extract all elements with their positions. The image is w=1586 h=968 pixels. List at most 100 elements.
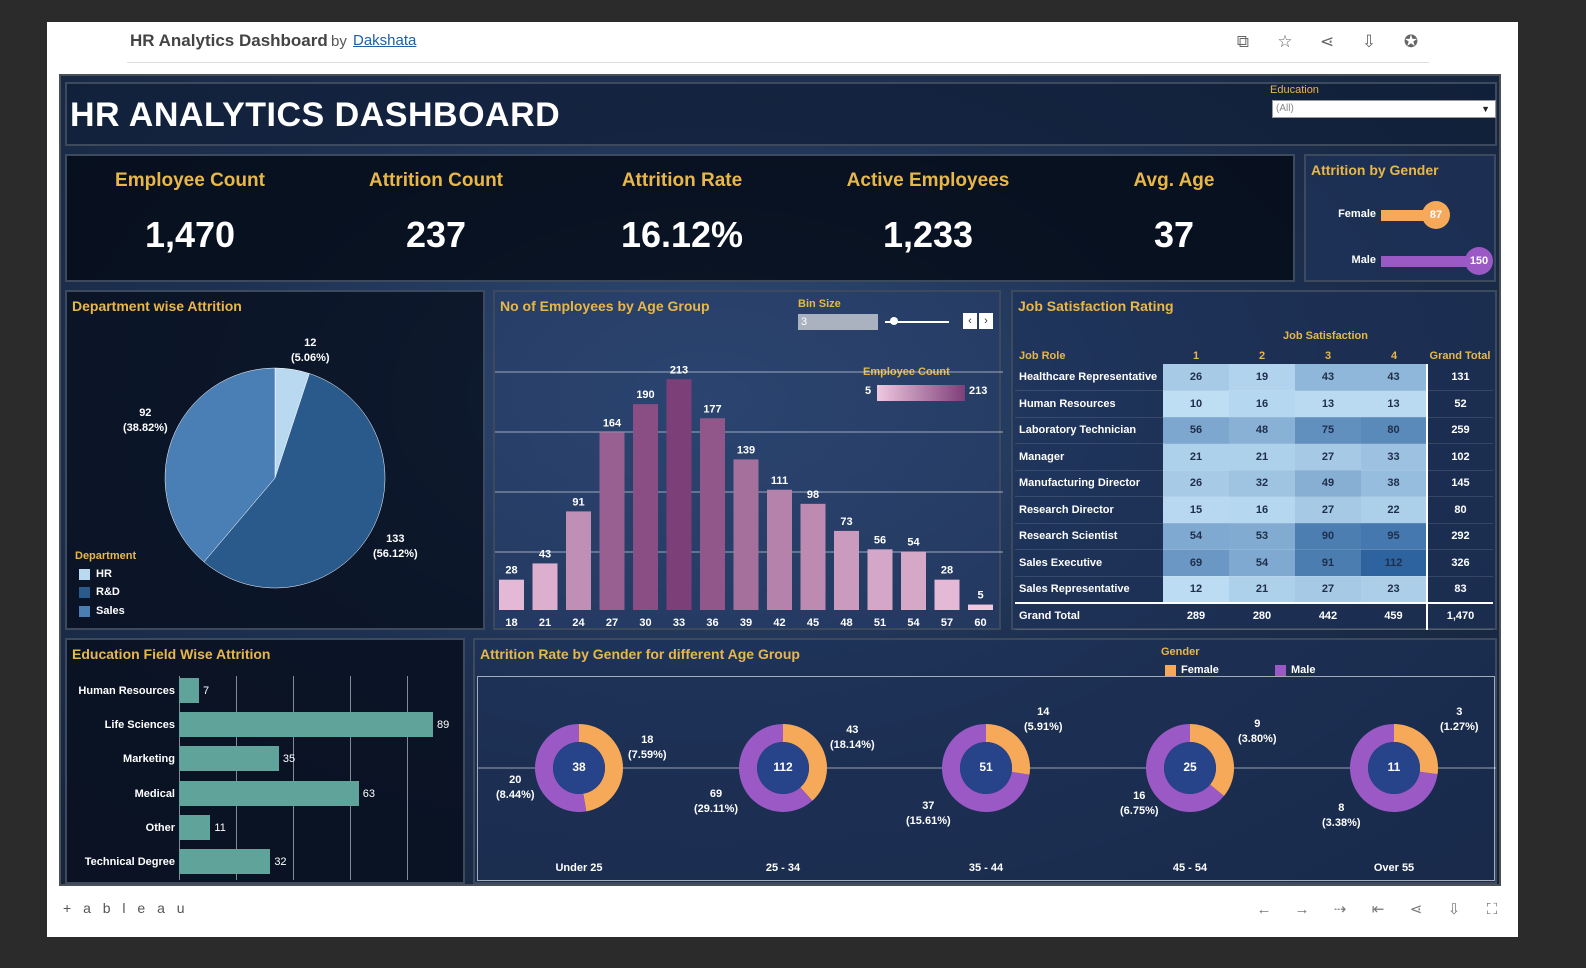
bin-size-input[interactable]: 3	[798, 314, 878, 330]
donut-slice-female[interactable]	[986, 724, 1030, 775]
table-row[interactable]: Research Director 15 16 27 22 80	[1015, 496, 1493, 524]
legend-item-male[interactable]: Male	[1275, 664, 1315, 676]
rating-cell[interactable]: 21	[1229, 443, 1295, 471]
age-bar[interactable]	[968, 604, 993, 610]
age-bar[interactable]	[733, 459, 759, 610]
legend-item-hr[interactable]: HR	[79, 568, 112, 580]
edu-bar[interactable]	[179, 780, 359, 806]
edu-bar[interactable]	[179, 849, 271, 874]
age-bar[interactable]	[767, 489, 792, 610]
author-link[interactable]: Dakshata	[353, 32, 417, 49]
redo-icon[interactable]: →	[1294, 901, 1310, 918]
edu-bar[interactable]	[179, 814, 211, 840]
rating-cell[interactable]: 95	[1361, 523, 1427, 550]
share-icon[interactable]: ⋖	[1319, 32, 1335, 51]
rating-cell[interactable]: 21	[1163, 443, 1229, 471]
rating-cell[interactable]: 21	[1229, 576, 1295, 603]
rating-cell[interactable]: 43	[1295, 364, 1361, 391]
age-bar[interactable]	[599, 432, 625, 610]
donut-slice-male[interactable]	[739, 724, 813, 812]
legend-item-sales[interactable]: Sales	[79, 605, 125, 617]
donut-slice-female[interactable]	[783, 724, 827, 801]
star-icon[interactable]: ☆	[1277, 32, 1293, 51]
copy-icon[interactable]: ⧉	[1236, 32, 1250, 51]
edu-bar-row[interactable]: Technical Degree 32	[67, 849, 465, 876]
edu-bar[interactable]	[179, 712, 433, 738]
gender-bar-female[interactable]	[1381, 210, 1433, 221]
age-bar[interactable]	[700, 418, 725, 610]
age-bar[interactable]	[666, 379, 692, 610]
age-bar[interactable]	[867, 549, 893, 610]
table-row[interactable]: Human Resources 10 16 13 13 52	[1015, 390, 1493, 418]
department-pie-chart[interactable]	[67, 292, 487, 632]
undo-icon[interactable]: ←	[1256, 901, 1272, 918]
age-bar[interactable]	[901, 551, 926, 611]
age-bar[interactable]	[834, 530, 859, 610]
rating-cell[interactable]: 26	[1163, 470, 1229, 497]
rating-cell[interactable]: 22	[1361, 496, 1427, 524]
donut-slice-male[interactable]	[942, 724, 1030, 812]
revert-icon[interactable]: ⇢	[1333, 901, 1347, 918]
table-row[interactable]: Sales Representative 12 21 27 23 83	[1015, 576, 1493, 603]
rating-cell[interactable]: 15	[1163, 496, 1229, 524]
donut-slice-female[interactable]	[1394, 724, 1438, 775]
edu-bar-row[interactable]: Marketing 35	[67, 746, 465, 773]
age-bar-chart[interactable]: 28 18 43 21 91 24 164 27 190 30 213 33 177 36 139 39 111…	[495, 292, 1003, 632]
rating-cell[interactable]: 56	[1163, 417, 1229, 444]
gender-bar-male[interactable]	[1381, 256, 1479, 267]
gender-age-donut-chart[interactable]	[478, 677, 1496, 882]
rating-cell[interactable]: 27	[1295, 496, 1361, 524]
rating-cell[interactable]: 53	[1229, 523, 1295, 550]
age-bar[interactable]	[800, 503, 826, 610]
rating-cell[interactable]: 16	[1229, 390, 1295, 418]
edu-bar[interactable]	[179, 746, 279, 772]
age-bar[interactable]	[532, 563, 558, 610]
rating-cell[interactable]: 33	[1361, 443, 1427, 471]
rating-cell[interactable]: 32	[1229, 470, 1295, 497]
education-filter[interactable]: (All) ▼	[1272, 100, 1496, 118]
table-row[interactable]: Healthcare Representative 26 19 43 43 131	[1015, 364, 1493, 391]
pie-slice-sales[interactable]	[164, 367, 276, 563]
rating-cell[interactable]: 27	[1295, 576, 1361, 603]
rating-cell[interactable]: 38	[1361, 470, 1427, 497]
edu-bar-row[interactable]: Medical 63	[67, 780, 465, 808]
edu-bar[interactable]	[179, 678, 199, 703]
rating-cell[interactable]: 54	[1163, 523, 1229, 550]
rating-cell[interactable]: 75	[1295, 417, 1361, 444]
rating-cell[interactable]: 27	[1295, 443, 1361, 471]
rating-cell[interactable]: 10	[1163, 390, 1229, 418]
rating-cell[interactable]: 43	[1361, 364, 1427, 391]
rating-cell[interactable]: 13	[1361, 390, 1427, 418]
edu-bar-row[interactable]: Human Resources 7	[67, 678, 465, 705]
fullscreen-icon[interactable]: ⛶	[1486, 901, 1498, 918]
rating-cell[interactable]: 26	[1163, 364, 1229, 391]
donut-slice-male[interactable]	[1146, 724, 1224, 812]
rating-cell[interactable]: 19	[1229, 364, 1295, 391]
bin-size-slider-handle[interactable]	[890, 317, 898, 325]
donut-slice-male[interactable]	[1350, 724, 1438, 812]
rating-cell[interactable]: 91	[1295, 549, 1361, 577]
table-row[interactable]: Laboratory Technician 56 48 75 80 259	[1015, 417, 1493, 444]
rating-cell[interactable]: 13	[1295, 390, 1361, 418]
rating-cell[interactable]: 23	[1361, 576, 1427, 603]
rating-cell[interactable]: 48	[1229, 417, 1295, 444]
age-bar[interactable]	[934, 579, 960, 610]
table-row[interactable]: Manufacturing Director 26 32 49 38 145	[1015, 470, 1493, 497]
edu-bar-row[interactable]: Other 11	[67, 814, 465, 842]
share-icon[interactable]: ⋖	[1409, 901, 1423, 918]
download-icon[interactable]: ⇩	[1447, 901, 1461, 918]
table-row[interactable]: Research Scientist 54 53 90 95 292	[1015, 523, 1493, 550]
rating-cell[interactable]: 112	[1361, 549, 1427, 577]
badge-icon[interactable]: ✪	[1403, 32, 1419, 51]
rating-cell[interactable]: 49	[1295, 470, 1361, 497]
donut-slice-female[interactable]	[579, 724, 623, 812]
donut-slice-male[interactable]	[535, 724, 587, 812]
age-bar[interactable]	[499, 579, 524, 610]
rating-cell[interactable]: 54	[1229, 549, 1295, 577]
legend-item-female[interactable]: Female	[1165, 664, 1219, 676]
bin-size-slider[interactable]	[885, 321, 949, 323]
rating-cell[interactable]: 16	[1229, 496, 1295, 524]
rating-cell[interactable]: 90	[1295, 523, 1361, 550]
legend-item-rnd[interactable]: R&D	[79, 586, 120, 598]
age-bar[interactable]	[633, 404, 658, 610]
